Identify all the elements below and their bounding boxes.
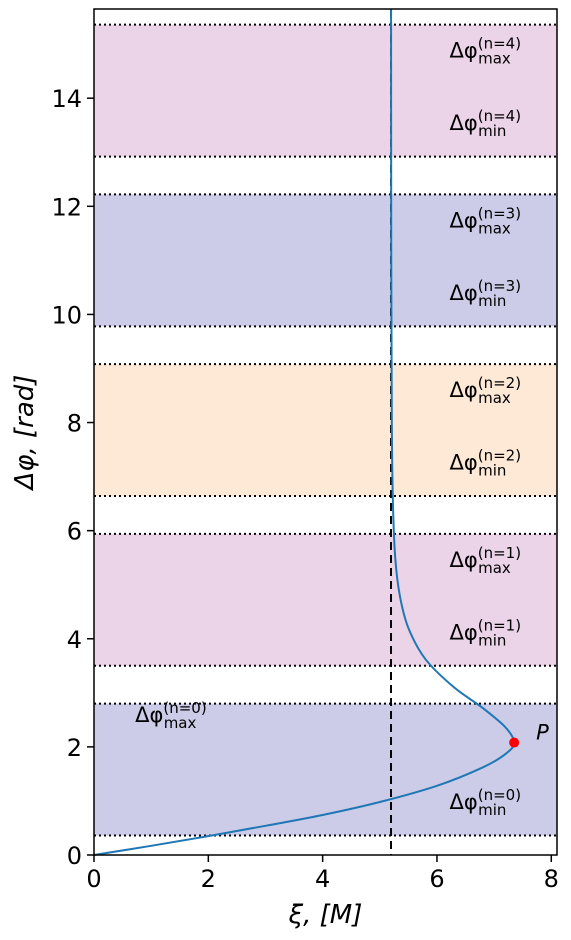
- x-tick-label: 2: [201, 865, 216, 893]
- x-tick-label: 4: [315, 865, 330, 893]
- y-tick-label: 8: [67, 410, 82, 438]
- label-max-n4: Δφ(n=4) max: [450, 35, 522, 68]
- point-p-label: P: [536, 721, 549, 745]
- label-min-n3: Δφ(n=3) min: [450, 277, 522, 310]
- band-n3: [94, 194, 557, 327]
- y-tick-label: 6: [67, 518, 82, 546]
- y-tick-label: 10: [51, 301, 82, 329]
- label-min-n2: Δφ(n=2) min: [450, 447, 522, 480]
- label-max-n3: Δφ(n=3) max: [450, 204, 522, 237]
- series-line-0: [93, 8, 516, 856]
- x-axis-label: ξ, [M]: [288, 900, 363, 930]
- label-min-n1: Δφ(n=1) min: [450, 616, 522, 649]
- y-axis-label: Δφ, [rad]: [10, 375, 40, 492]
- point-p: [509, 737, 520, 748]
- band-n2: [94, 364, 557, 497]
- y-tick-label: 0: [67, 842, 82, 870]
- label-max-n2: Δφ(n=2) max: [450, 374, 522, 407]
- x-tick-label: 0: [86, 865, 101, 893]
- y-tick-label: 4: [67, 626, 82, 654]
- label-min-n0: Δφ(n=0) min: [450, 786, 522, 819]
- y-tick-label: 12: [51, 193, 82, 221]
- x-tick-label: 8: [544, 865, 559, 893]
- plot-frame: [93, 8, 558, 856]
- label-max-n1: Δφ(n=1) max: [450, 544, 522, 577]
- y-tick-label: 14: [51, 85, 82, 113]
- label-min-n4: Δφ(n=4) min: [450, 107, 522, 140]
- band-n4: [94, 24, 557, 157]
- y-tick-label: 2: [67, 734, 82, 762]
- band-n1: [94, 533, 557, 666]
- x-tick-label: 6: [429, 865, 444, 893]
- label-max-n0: Δφ(n=0) max: [135, 699, 207, 732]
